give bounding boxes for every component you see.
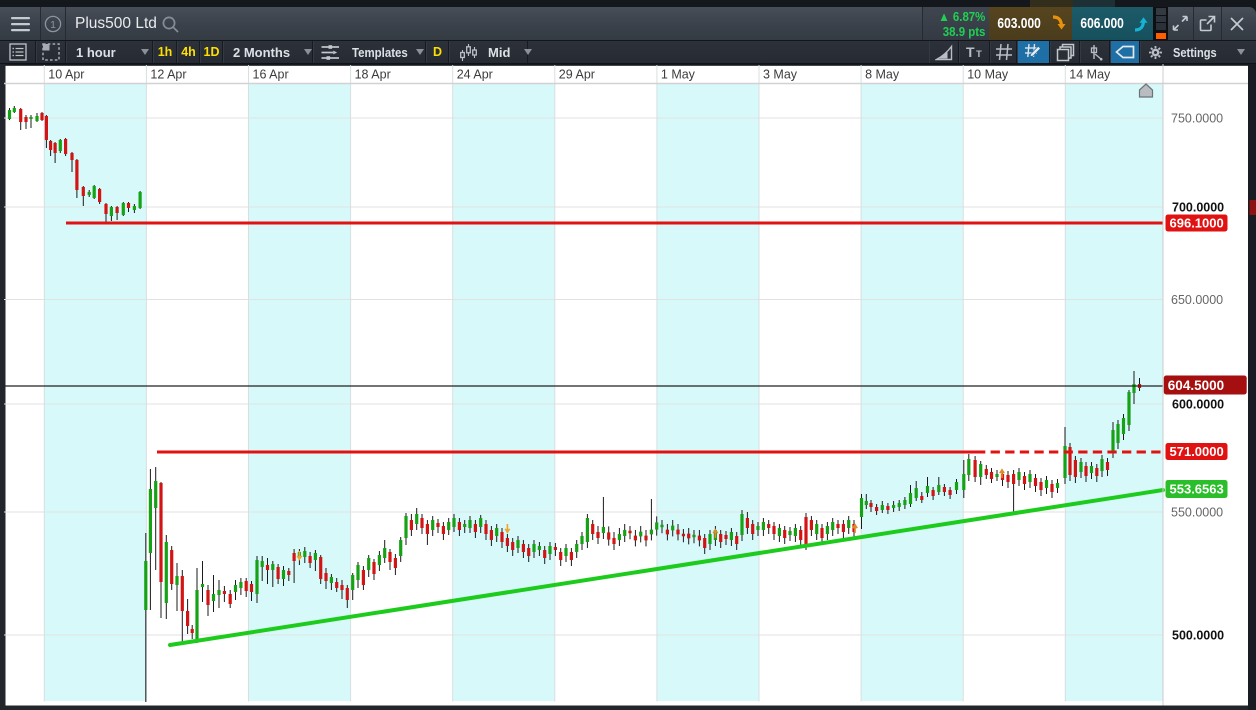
svg-text:3 May: 3 May (763, 68, 798, 82)
svg-text:T: T (976, 49, 982, 60)
svg-text:1: 1 (50, 19, 56, 31)
svg-text:10 Apr: 10 Apr (48, 68, 84, 82)
svg-text:696.1000: 696.1000 (1170, 216, 1224, 231)
svg-text:T: T (966, 44, 975, 60)
svg-text:12 Apr: 12 Apr (150, 68, 186, 82)
svg-text:18 Apr: 18 Apr (355, 68, 391, 82)
svg-text:8 May: 8 May (865, 68, 900, 82)
svg-text:14 May: 14 May (1069, 68, 1111, 82)
svg-text:750.0000: 750.0000 (1171, 112, 1223, 126)
svg-text:1 May: 1 May (661, 68, 696, 82)
svg-text:10 May: 10 May (967, 68, 1009, 82)
svg-text:553.6563: 553.6563 (1170, 482, 1224, 497)
svg-text:600.0000: 600.0000 (1172, 398, 1224, 412)
svg-text:700.0000: 700.0000 (1172, 201, 1224, 215)
svg-text:650.0000: 650.0000 (1171, 293, 1223, 307)
svg-text:500.0000: 500.0000 (1172, 629, 1224, 643)
svg-text:29 Apr: 29 Apr (559, 68, 595, 82)
svg-text:16 Apr: 16 Apr (253, 68, 289, 82)
svg-text:604.5000: 604.5000 (1168, 378, 1224, 393)
svg-text:24 Apr: 24 Apr (457, 68, 493, 82)
svg-text:571.0000: 571.0000 (1170, 444, 1224, 459)
svg-text:550.0000: 550.0000 (1171, 506, 1223, 520)
